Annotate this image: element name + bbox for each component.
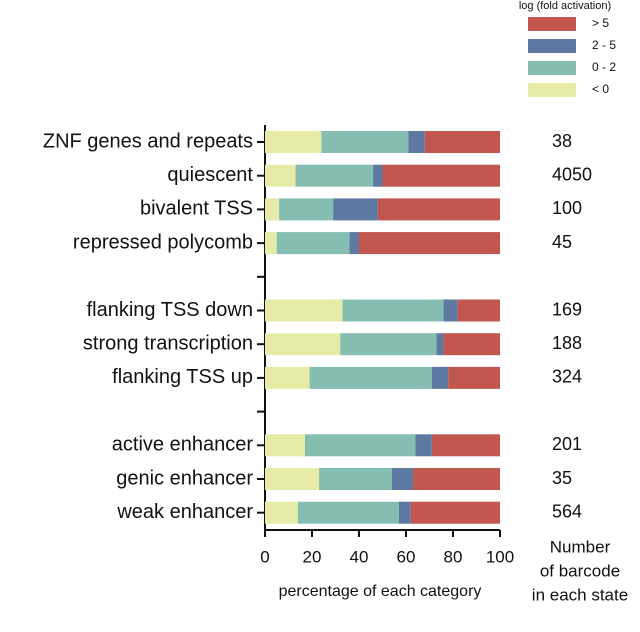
- bar-segment: [342, 299, 444, 322]
- counts-title: of barcode: [540, 561, 620, 580]
- bar-segment: [265, 198, 280, 221]
- bar-segment: [304, 434, 416, 457]
- y-tick-label: ZNF genes and repeats: [43, 130, 253, 152]
- count-label: 324: [552, 367, 582, 387]
- bar-segment: [265, 333, 341, 356]
- count-label: 188: [552, 333, 582, 353]
- bar-segment: [391, 468, 414, 490]
- bar-segment: [340, 333, 437, 356]
- y-tick-label: flanking TSS down: [87, 299, 253, 321]
- count-label: 38: [552, 131, 572, 151]
- bar-segment: [276, 232, 350, 255]
- bar-segment: [431, 366, 449, 389]
- y-tick-label: flanking TSS up: [112, 366, 253, 388]
- count-label: 4050: [552, 164, 592, 184]
- count-label: 35: [552, 468, 572, 488]
- legend-title: log (fold activation): [519, 0, 611, 12]
- y-tick-label: quiescent: [167, 164, 253, 186]
- x-tick-label: 0: [260, 547, 269, 566]
- bar-segment: [382, 164, 500, 187]
- bar-segment: [333, 198, 378, 221]
- bar-segment: [309, 366, 432, 389]
- x-tick-label: 100: [486, 547, 514, 566]
- bar-segment: [443, 333, 500, 356]
- counts-title: in each state: [532, 585, 628, 604]
- y-tick-label: active enhancer: [112, 434, 254, 456]
- bar-segment: [265, 232, 277, 255]
- y-tick-label: genic enhancer: [116, 467, 253, 489]
- x-tick-label: 60: [397, 547, 416, 566]
- y-tick-label: strong transcription: [83, 332, 253, 354]
- legend-swatch: [528, 61, 576, 75]
- counts-title: Number: [550, 537, 611, 556]
- bar-segment: [295, 164, 374, 187]
- bar-segment: [265, 131, 322, 153]
- legend-swatch: [528, 83, 576, 97]
- bar-segment: [265, 299, 343, 322]
- bar-segment: [265, 434, 305, 457]
- bar-segment: [415, 434, 432, 457]
- legend-swatch: [528, 39, 576, 53]
- bar-segment: [349, 232, 359, 255]
- bar-segment: [457, 299, 500, 322]
- count-label: 564: [552, 501, 582, 521]
- x-tick-label: 40: [350, 547, 369, 566]
- bar-segment: [373, 164, 383, 187]
- bar-segment: [424, 131, 500, 153]
- bar-segment: [319, 468, 392, 490]
- bar-segment: [448, 366, 500, 389]
- bar-segment: [265, 468, 320, 490]
- count-label: 45: [552, 232, 572, 252]
- count-label: 100: [552, 198, 582, 218]
- x-axis-label: percentage of each category: [279, 583, 482, 600]
- bar-segment: [408, 131, 425, 153]
- bar-segment: [297, 501, 399, 524]
- x-tick-label: 20: [303, 547, 322, 566]
- bar-segment: [431, 434, 500, 457]
- legend-label: < 0: [592, 82, 609, 96]
- legend-swatch: [528, 17, 576, 31]
- bar-segment: [413, 468, 500, 490]
- legend-label: 0 - 2: [592, 60, 616, 74]
- bar-segment: [321, 131, 409, 153]
- bar-segment: [410, 501, 500, 524]
- x-tick-label: 80: [444, 547, 463, 566]
- legend-label: 2 - 5: [592, 38, 616, 52]
- legend-label: > 5: [592, 16, 609, 30]
- bar-segment: [443, 299, 458, 322]
- bar-segment: [359, 232, 500, 255]
- count-label: 201: [552, 434, 582, 454]
- bar-segment: [265, 501, 298, 524]
- bar-segment: [265, 366, 310, 389]
- bar-segment: [265, 164, 296, 187]
- bar-segment: [279, 198, 334, 221]
- y-tick-label: repressed polycomb: [73, 231, 253, 253]
- bar-segment: [436, 333, 444, 356]
- bar-segment: [377, 198, 500, 221]
- bar-segment: [398, 501, 411, 524]
- y-tick-label: weak enhancer: [116, 501, 253, 523]
- y-tick-label: bivalent TSS: [140, 198, 253, 220]
- count-label: 169: [552, 299, 582, 319]
